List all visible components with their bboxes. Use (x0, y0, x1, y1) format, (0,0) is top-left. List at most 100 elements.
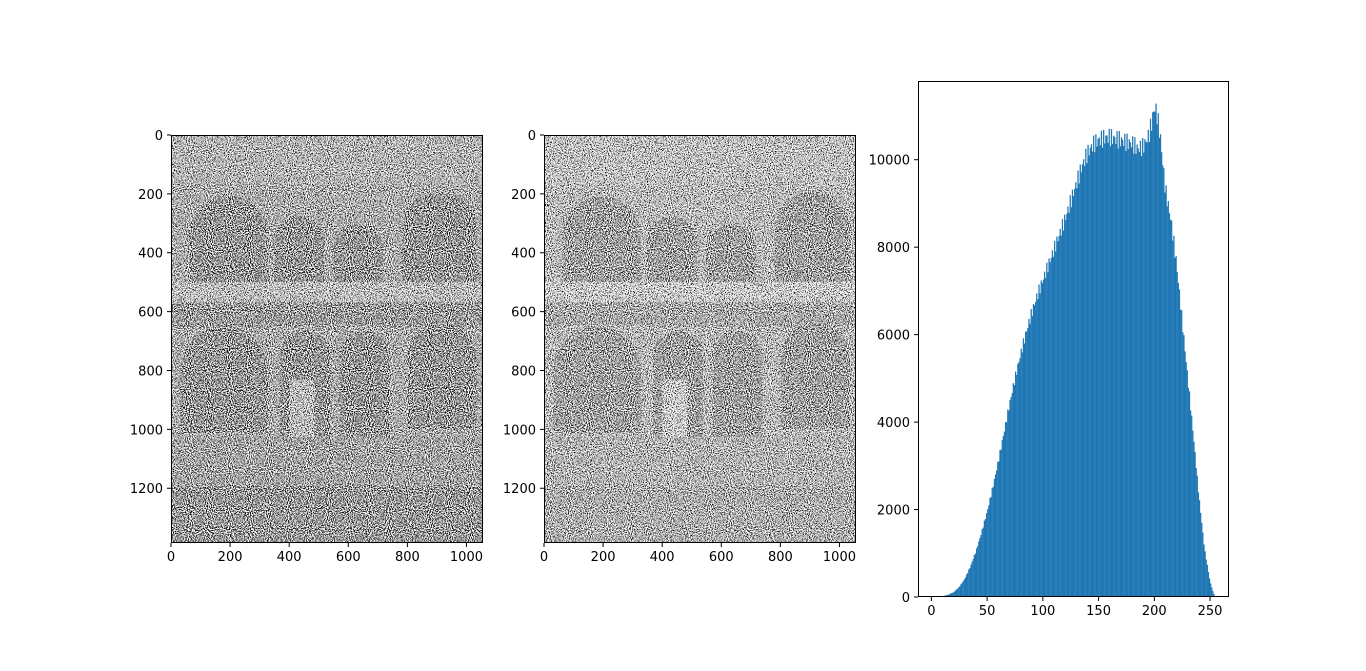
histogram-bar (1130, 147, 1133, 597)
histogram-bar (1012, 383, 1015, 597)
histogram-bar (997, 461, 999, 597)
histogram-bar (1058, 236, 1060, 597)
histogram-bar (1018, 362, 1020, 597)
histogram-bar (974, 553, 977, 597)
x-tick-label: 600 (336, 550, 361, 565)
histogram-bar (1161, 152, 1163, 597)
histogram-bar (1144, 139, 1146, 597)
lower-arch (553, 326, 641, 433)
histogram-bar (1175, 256, 1177, 597)
floor-shadow (171, 485, 483, 543)
histogram-bar (996, 470, 998, 597)
histogram-bar (1042, 279, 1045, 597)
histogram-bar (1155, 103, 1157, 598)
histogram-bar (1127, 149, 1129, 597)
y-tick-label: 800 (138, 364, 163, 379)
axes-frame (171, 135, 483, 543)
histogram-bar (1085, 148, 1087, 598)
histogram-bar (1088, 155, 1090, 597)
histogram-bar (1196, 475, 1198, 597)
histogram-bar (1038, 284, 1040, 597)
histogram-bar (1116, 131, 1118, 597)
histogram-bar (1050, 257, 1052, 597)
x-tick-label: 200 (591, 550, 616, 565)
histogram-bar (1002, 435, 1004, 597)
histogram-bar (1079, 164, 1081, 597)
histogram-bar (1177, 282, 1179, 597)
histogram-bar (1197, 492, 1200, 597)
histogram-bar (988, 505, 990, 597)
histogram-bar (1123, 145, 1125, 598)
histogram-bar (1169, 219, 1172, 597)
x-tick-label: 200 (218, 550, 243, 565)
histogram-bar (1203, 544, 1205, 597)
x-tick-label: 150 (1086, 604, 1111, 619)
histogram-bar (1201, 522, 1203, 597)
axes-frame (544, 135, 856, 543)
upper-arch (562, 196, 641, 286)
histogram-bar (1208, 578, 1211, 597)
histogram-bar (960, 584, 962, 597)
image-dark (171, 135, 483, 543)
histogram-bar (1069, 195, 1071, 598)
histogram-bar (1142, 138, 1144, 598)
histogram-bar (1033, 305, 1036, 597)
histogram-bar (1099, 145, 1101, 597)
balustrade (171, 281, 483, 303)
histogram-bar (1029, 323, 1031, 597)
histogram-bar (1149, 118, 1152, 597)
histogram-bar (1179, 309, 1182, 597)
y-axis: 0 200 400 600 800 1000 1200 (503, 129, 544, 497)
histogram-bar (1104, 143, 1106, 597)
x-tick-label: 250 (1198, 604, 1223, 619)
histogram-bar (948, 594, 950, 597)
histogram-bar (1098, 137, 1100, 597)
histogram-bar (1011, 392, 1013, 597)
axes-frame (918, 81, 1229, 597)
histogram-bar (1121, 139, 1124, 597)
histogram-bar (1168, 213, 1171, 597)
histogram-bar (1185, 362, 1187, 597)
histogram-bar (1082, 159, 1085, 597)
histogram-bar (1080, 172, 1083, 597)
histogram-bar (1007, 409, 1009, 597)
lower-arch (781, 322, 850, 429)
histogram-bar (1017, 363, 1019, 597)
histogram-bar (1065, 220, 1067, 597)
histogram-bar (1067, 206, 1069, 597)
histogram-bar (973, 554, 975, 597)
histogram-bar (1056, 236, 1058, 597)
histogram-bar (991, 488, 993, 597)
gallery-band (171, 302, 483, 327)
histogram-bar (1008, 410, 1010, 597)
histogram-bar (1165, 185, 1167, 597)
histogram-bar (977, 546, 979, 597)
lower-arch (339, 330, 390, 437)
histogram-bar (1126, 133, 1128, 597)
histogram-bar (1072, 196, 1075, 597)
histogram-bar (1137, 148, 1139, 597)
histogram-bar (979, 537, 981, 597)
histogram-bar (1118, 131, 1120, 597)
histogram-bar (1153, 111, 1155, 598)
histogram-bar (969, 567, 971, 597)
histogram-bar (982, 527, 984, 597)
histogram-bar (992, 486, 994, 597)
histogram-bar (1060, 235, 1062, 597)
histogram-bar (1021, 352, 1023, 597)
histogram-bar (987, 509, 989, 597)
y-tick-label: 4000 (877, 416, 910, 431)
ceiling-area (171, 135, 483, 184)
histogram-bar (1068, 212, 1070, 597)
histogram-bar (1075, 182, 1077, 597)
histogram-bar (1113, 135, 1115, 597)
y-tick-label: 10000 (869, 154, 910, 169)
x-tick-label: 800 (395, 550, 420, 565)
histogram-bar (1119, 146, 1122, 597)
balustrade (544, 281, 856, 303)
histogram-bar (1026, 331, 1028, 597)
histogram-bar (949, 594, 951, 597)
histogram-bar (1097, 138, 1099, 598)
histogram-bar (980, 534, 982, 597)
y-tick-label: 600 (511, 306, 536, 321)
